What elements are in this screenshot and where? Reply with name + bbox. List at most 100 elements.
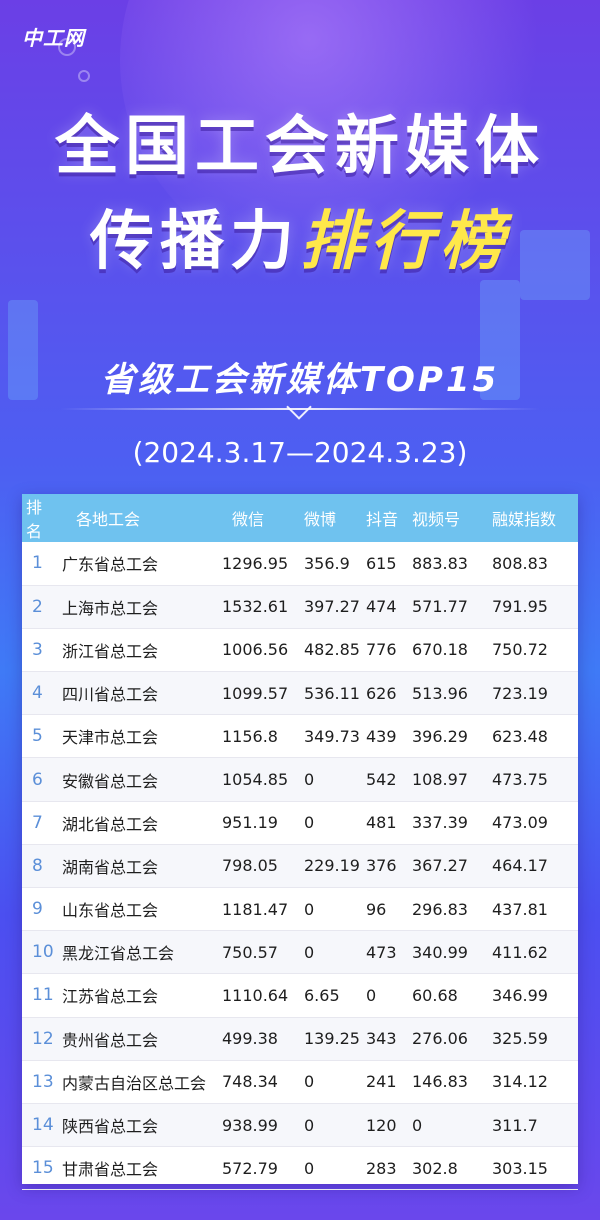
index-cell: 723.19 — [492, 683, 548, 703]
shipinhao-cell: 367.27 — [412, 856, 468, 876]
weixin-cell: 748.34 — [222, 1072, 278, 1092]
table-row: 13 内蒙古自治区总工会 748.34 0 241 146.83 314.12 — [22, 1060, 578, 1104]
header-douyin: 抖音 — [366, 510, 399, 529]
section-subtitle: 省级工会新媒体TOP15 — [100, 360, 500, 400]
weibo-cell: 0 — [304, 770, 315, 790]
rank-cell: 12 — [32, 1028, 54, 1049]
shipinhao-cell: 0 — [412, 1115, 423, 1135]
rank-cell: 13 — [32, 1071, 54, 1092]
union-name-cell: 江苏省总工会 — [62, 987, 159, 1007]
union-name-cell: 湖南省总工会 — [62, 857, 159, 877]
weixin-cell: 798.05 — [222, 856, 278, 876]
weibo-cell: 397.27 — [304, 597, 360, 617]
table-row: 9 山东省总工会 1181.47 0 96 296.83 437.81 — [22, 888, 578, 931]
index-cell: 623.48 — [492, 726, 548, 746]
rank-cell: 7 — [32, 812, 43, 833]
weixin-cell: 1296.95 — [222, 553, 289, 573]
douyin-cell: 473 — [366, 942, 397, 962]
shipinhao-cell: 670.18 — [412, 640, 468, 660]
shipinhao-cell: 337.39 — [412, 813, 468, 833]
decor-bubble — [58, 38, 76, 56]
douyin-cell: 615 — [366, 553, 397, 573]
weixin-cell: 1099.57 — [222, 683, 289, 703]
table-row: 7 湖北省总工会 951.19 0 481 337.39 473.09 — [22, 801, 578, 845]
weibo-cell: 536.11 — [304, 683, 360, 703]
union-name-cell: 山东省总工会 — [62, 901, 159, 921]
union-name-cell: 陕西省总工会 — [62, 1117, 159, 1137]
table-row: 6 安徽省总工会 1054.85 0 542 108.97 473.75 — [22, 757, 578, 802]
rank-cell: 1 — [32, 553, 43, 574]
weixin-cell: 951.19 — [222, 813, 278, 833]
douyin-cell: 120 — [366, 1115, 397, 1135]
weibo-cell: 356.9 — [304, 553, 350, 573]
main-title-line2-plain: 传播力 — [90, 205, 300, 279]
douyin-cell: 0 — [366, 985, 377, 1005]
weixin-cell: 499.38 — [222, 1029, 278, 1049]
rank-cell: 3 — [32, 639, 43, 660]
union-name-cell: 广东省总工会 — [62, 555, 159, 575]
ranking-table-container: 排名 各地工会 微信 微博 抖音 视频号 融媒指数 1 广东省总工会 1296.95… — [22, 494, 578, 1190]
douyin-cell: 626 — [366, 683, 397, 703]
shipinhao-cell: 340.99 — [412, 942, 468, 962]
weibo-cell: 482.85 — [304, 640, 360, 660]
shipinhao-cell: 571.77 — [412, 597, 468, 617]
subtitle-divider — [60, 408, 540, 410]
table-row: 2 上海市总工会 1532.61 397.27 474 571.77 791.95 — [22, 585, 578, 629]
index-cell: 437.81 — [492, 899, 548, 919]
shipinhao-cell: 108.97 — [412, 770, 468, 790]
douyin-cell: 776 — [366, 640, 397, 660]
weixin-cell: 1006.56 — [222, 640, 289, 660]
weibo-cell: 349.73 — [304, 726, 360, 746]
douyin-cell: 474 — [366, 597, 397, 617]
index-cell: 325.59 — [492, 1029, 548, 1049]
weibo-cell: 0 — [304, 1115, 315, 1135]
rank-cell: 8 — [32, 855, 43, 876]
shipinhao-cell: 60.68 — [412, 985, 458, 1005]
header-index: 融媒指数 — [492, 510, 557, 529]
weibo-cell: 0 — [304, 813, 315, 833]
union-name-cell: 安徽省总工会 — [62, 771, 159, 791]
union-name-cell: 黑龙江省总工会 — [62, 944, 175, 964]
table-row: 5 天津市总工会 1156.8 349.73 439 396.29 623.48 — [22, 715, 578, 758]
union-name-cell: 上海市总工会 — [62, 598, 159, 618]
weixin-cell: 1181.47 — [222, 899, 289, 919]
header-rank: 排名 — [26, 498, 43, 541]
weibo-cell: 6.65 — [304, 985, 340, 1005]
shipinhao-cell: 513.96 — [412, 683, 468, 703]
weibo-cell: 139.25 — [304, 1029, 360, 1049]
decor-block — [520, 230, 590, 300]
rank-cell: 2 — [32, 596, 43, 617]
index-cell: 303.15 — [492, 1158, 548, 1178]
shipinhao-cell: 276.06 — [412, 1029, 468, 1049]
header-union: 各地工会 — [76, 510, 141, 529]
shipinhao-cell: 146.83 — [412, 1072, 468, 1092]
site-logo: 中工网 — [22, 26, 85, 50]
douyin-cell: 481 — [366, 813, 397, 833]
union-name-cell: 浙江省总工会 — [62, 641, 159, 661]
table-row: 8 湖南省总工会 798.05 229.19 376 367.27 464.17 — [22, 844, 578, 888]
main-title-line2-highlight: 排行榜 — [300, 205, 510, 279]
douyin-cell: 283 — [366, 1158, 397, 1178]
shipinhao-cell: 302.8 — [412, 1158, 458, 1178]
douyin-cell: 439 — [366, 726, 397, 746]
rank-cell: 6 — [32, 769, 43, 790]
douyin-cell: 241 — [366, 1072, 397, 1092]
header-shipinhao: 视频号 — [412, 510, 461, 529]
rank-cell: 11 — [32, 985, 54, 1006]
table-row: 11 江苏省总工会 1110.64 6.65 0 60.68 346.99 — [22, 974, 578, 1018]
weixin-cell: 1110.64 — [222, 985, 289, 1005]
date-range: (2024.3.17—2024.3.23) — [132, 436, 468, 469]
weixin-cell: 1054.85 — [222, 770, 289, 790]
table-row: 1 广东省总工会 1296.95 356.9 615 883.83 808.83 — [22, 542, 578, 586]
table-row: 10 黑龙江省总工会 750.57 0 473 340.99 411.62 — [22, 930, 578, 974]
decor-bubble — [78, 70, 90, 82]
weibo-cell: 0 — [304, 1158, 315, 1178]
table-row: 14 陕西省总工会 938.99 0 120 0 311.7 — [22, 1103, 578, 1147]
main-title-line2: 传播力排行榜 — [0, 190, 600, 282]
index-cell: 411.62 — [492, 942, 548, 962]
weixin-cell: 750.57 — [222, 942, 278, 962]
index-cell: 464.17 — [492, 856, 548, 876]
rank-cell: 9 — [32, 899, 43, 920]
table-body: 1 广东省总工会 1296.95 356.9 615 883.83 808.83 2 上海市总工… — [22, 542, 578, 1190]
table-row: 15 甘肃省总工会 572.79 0 283 302.8 303.15 — [22, 1147, 578, 1190]
